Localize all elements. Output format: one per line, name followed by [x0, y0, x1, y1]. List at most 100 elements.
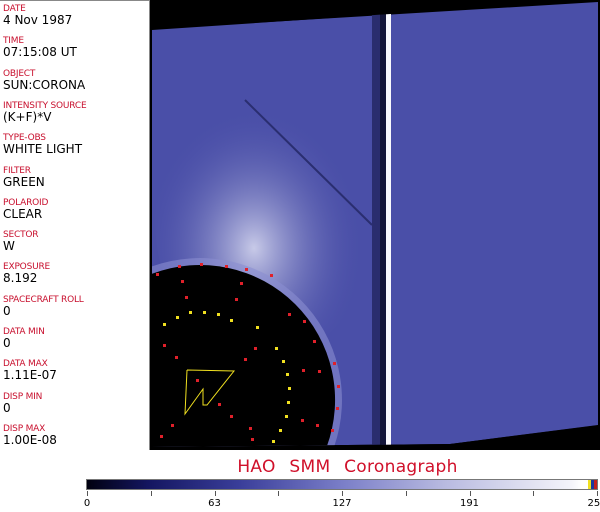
marker-yellow — [163, 323, 166, 326]
marker-yellow — [176, 316, 179, 319]
marker-red — [245, 268, 248, 271]
marker-red — [225, 265, 228, 268]
marker-red — [160, 435, 163, 438]
marker-red — [235, 298, 238, 301]
marker-yellow — [286, 373, 289, 376]
field-label: POLAROID — [3, 197, 49, 208]
marker-yellow — [203, 311, 206, 314]
marker-red — [337, 385, 340, 388]
marker-red — [156, 273, 159, 276]
overlay-triangle — [184, 369, 236, 416]
field-disp-min: DISP MIN 0 — [3, 392, 42, 415]
marker-red — [171, 424, 174, 427]
marker-red — [178, 265, 181, 268]
field-value: 0 — [3, 400, 11, 415]
field-sector: SECTOR W — [3, 230, 39, 254]
field-value: 8.192 — [3, 271, 38, 286]
field-label: SPACECRAFT ROLL — [3, 294, 84, 305]
colorbar-swatch-red — [594, 480, 597, 489]
field-object: OBJECT SUN:CORONA — [3, 69, 85, 92]
field-disp-max: DISP MAX 1.00E-08 — [3, 424, 57, 447]
field-label: INTENSITY SOURCE — [3, 100, 87, 111]
marker-red — [240, 282, 243, 285]
marker-yellow — [217, 313, 220, 316]
marker-red — [288, 313, 291, 316]
field-label: DATA MIN — [3, 327, 45, 337]
colorbar-tick-label: 255 — [587, 498, 600, 509]
header-info-panel: DATE 4 Nov 1987 TIME 07:15:08 UT OBJECT SUN:C… — [0, 0, 150, 450]
marker-yellow — [287, 401, 290, 404]
marker-yellow — [285, 415, 288, 418]
colorbar-tick-label: 0 — [83, 498, 91, 509]
colorbar — [86, 479, 598, 490]
colorbar-tick — [87, 491, 88, 496]
marker-yellow — [282, 360, 285, 363]
marker-red — [303, 320, 306, 323]
field-filter: FILTER GREEN — [3, 166, 45, 189]
field-label: TIME — [3, 36, 24, 47]
marker-red — [313, 340, 316, 343]
plot-title: HAO SMM Coronagraph — [237, 457, 458, 477]
field-value: 0 — [3, 336, 11, 350]
field-intensity-source: INTENSITY SOURCE (K+F)*V — [3, 101, 87, 124]
pylon-bright — [386, 8, 391, 445]
field-value: 07:15:08 UT — [3, 45, 77, 60]
marker-red — [175, 356, 178, 359]
marker-yellow — [189, 311, 192, 314]
field-value: CLEAR — [3, 206, 43, 221]
colorbar-tick-label: 191 — [459, 498, 480, 509]
colorbar-swatch-yellow — [588, 480, 591, 489]
field-value: SUN:CORONA — [3, 77, 86, 92]
colorbar-tick — [150, 491, 152, 496]
marker-red — [249, 427, 252, 430]
marker-yellow — [230, 319, 233, 322]
colorbar-tick — [342, 491, 343, 496]
marker-red — [318, 370, 321, 373]
field-value: W — [3, 239, 15, 254]
marker-yellow — [272, 440, 275, 443]
coronagraph-image — [150, 0, 600, 450]
field-label: EXPOSURE — [3, 262, 51, 273]
marker-yellow — [256, 326, 259, 329]
marker-red — [163, 344, 166, 347]
field-spacecraft-roll: SPACECRAFT ROLL 0 — [3, 295, 84, 318]
field-polaroid: POLAROID CLEAR — [3, 198, 48, 221]
field-date: DATE 4 Nov 1987 — [3, 4, 72, 27]
marker-yellow — [288, 387, 291, 390]
colorbar-tick — [469, 491, 471, 496]
field-label: DATE — [3, 4, 26, 14]
colorbar-tick-label: 127 — [332, 498, 352, 509]
field-type-obs: TYPE-OBS WHITE LIGHT — [3, 133, 82, 156]
marker-red — [181, 280, 184, 283]
field-exposure: EXPOSURE 8.192 — [3, 262, 50, 285]
coronagraph-image-svg — [152, 2, 598, 447]
field-label: OBJECT — [3, 68, 36, 79]
marker-red — [200, 263, 203, 266]
marker-red — [230, 415, 233, 418]
field-label: DISP MAX — [3, 423, 46, 434]
overlay-markers — [156, 263, 340, 443]
marker-red — [316, 424, 319, 427]
marker-red — [331, 429, 334, 432]
marker-red — [185, 296, 188, 299]
field-value: (K+F)*V — [3, 109, 52, 124]
marker-red — [218, 403, 221, 406]
colorbar-tick — [597, 491, 598, 496]
marker-red — [302, 369, 305, 372]
marker-red — [301, 419, 304, 422]
marker-red — [270, 274, 273, 277]
marker-red — [244, 358, 247, 361]
colorbar-tick — [214, 491, 216, 496]
colorbar-swatch-blue — [591, 480, 594, 489]
colorbar-tick-label: 63 — [208, 498, 221, 509]
marker-yellow — [275, 347, 278, 350]
pylon-gap — [380, 5, 386, 445]
field-value: 1.11E-07 — [3, 368, 57, 383]
colorbar-tick — [278, 491, 280, 496]
field-value: 1.00E-08 — [3, 432, 57, 447]
marker-red — [196, 379, 199, 382]
field-time: TIME 07:15:08 UT — [3, 36, 77, 59]
field-value: 4 Nov 1987 — [3, 13, 73, 27]
field-value: 0 — [3, 303, 11, 318]
colorbar-tick — [405, 491, 407, 496]
